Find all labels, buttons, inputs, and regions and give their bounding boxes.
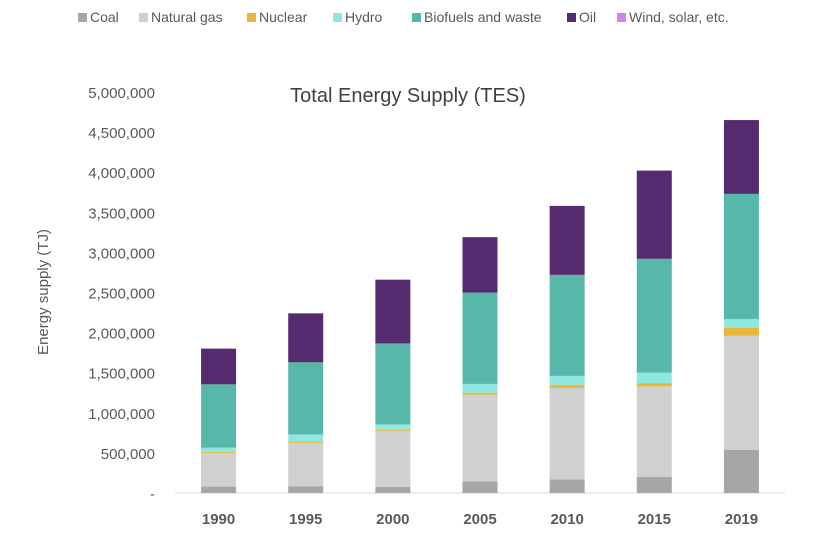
bar-segment: [375, 429, 411, 431]
x-axis-ticks: 1990 1995 2000 2005 2010 2015 2019: [202, 511, 758, 528]
legend-item: Natural gas: [139, 9, 223, 25]
y-tick-label: 500,000: [101, 446, 155, 463]
y-axis-ticks: - 500,000 1,000,000 1,500,000 2,000,000 2,500…: [88, 85, 155, 503]
bar-segment: [462, 383, 498, 393]
legend-swatch: [617, 13, 626, 22]
y-tick-label: 5,000,000: [88, 85, 155, 102]
bar-segment: [288, 313, 324, 363]
y-tick-label: 3,500,000: [88, 205, 155, 222]
bar-segment: [375, 430, 411, 487]
bar-segment: [723, 449, 759, 493]
legend-label: Coal: [90, 9, 119, 25]
bar-segment: [201, 451, 237, 453]
bar-segment: [549, 205, 585, 275]
legend-item: Wind, solar, etc.: [617, 9, 729, 25]
bar-stack-1995: [288, 313, 324, 493]
legend-item: Biofuels and waste: [412, 9, 542, 25]
legend: Coal Natural gas Nuclear Hydro Biofuels and …: [78, 9, 729, 25]
x-tick-label: 2000: [376, 511, 409, 528]
x-tick-label: 2005: [463, 511, 496, 528]
bar-segment: [288, 441, 324, 443]
bar-segment: [375, 343, 411, 425]
bar-segment: [201, 384, 237, 448]
legend-item: Hydro: [333, 9, 383, 25]
legend-label: Nuclear: [259, 9, 308, 25]
bar-segment: [636, 386, 672, 477]
legend-label: Hydro: [345, 9, 383, 25]
x-tick-label: 1990: [202, 511, 235, 528]
legend-swatch: [78, 13, 87, 22]
bar-stack-2010: [549, 205, 585, 493]
bar-segment: [723, 335, 759, 450]
legend-item: Oil: [567, 9, 596, 25]
bar-segment: [375, 486, 411, 493]
bar-segment: [288, 434, 324, 442]
bar-segment: [636, 383, 672, 387]
bar-segment: [288, 486, 324, 493]
bar-segment: [723, 327, 759, 336]
bar-segment: [462, 237, 498, 293]
bar-segment: [723, 120, 759, 194]
bar-segment: [201, 452, 237, 487]
bar-stack-2015: [636, 170, 672, 493]
bar-segment: [636, 372, 672, 384]
y-axis-label: Energy supply (TJ): [35, 229, 52, 355]
legend-label: Oil: [579, 9, 596, 25]
legend-item: Nuclear: [247, 9, 308, 25]
bar-stack-2019: [723, 120, 759, 493]
bar-segment: [636, 170, 672, 259]
bar-segment: [462, 292, 498, 384]
legend-swatch: [139, 13, 148, 22]
y-tick-label: 3,000,000: [88, 245, 155, 262]
legend-label: Biofuels and waste: [424, 9, 542, 25]
y-tick-label: 1,500,000: [88, 366, 155, 383]
y-tick-label: 2,500,000: [88, 286, 155, 303]
y-tick-label: 2,000,000: [88, 326, 155, 343]
bar-segment: [462, 394, 498, 482]
bar-segment: [462, 481, 498, 493]
y-tick-label: -: [150, 486, 155, 503]
legend-label: Natural gas: [151, 9, 223, 25]
bar-segment: [549, 387, 585, 480]
bar-segment: [201, 486, 237, 493]
bar-segment: [636, 258, 672, 373]
bar-segment: [288, 362, 324, 435]
bar-segment: [549, 479, 585, 493]
bar-segment: [201, 447, 237, 452]
chart-title: Total Energy Supply (TES): [290, 85, 526, 107]
bar-segment: [375, 424, 411, 430]
y-tick-label: 4,500,000: [88, 125, 155, 142]
bar-segment: [288, 442, 324, 487]
legend-swatch: [333, 13, 342, 22]
bars: [201, 120, 759, 493]
bar-stack-1990: [201, 348, 237, 493]
bar-segment: [636, 476, 672, 493]
legend-swatch: [567, 13, 576, 22]
x-tick-label: 2010: [550, 511, 583, 528]
bar-stack-2000: [375, 279, 411, 493]
legend-item: Coal: [78, 9, 119, 25]
y-tick-label: 1,000,000: [88, 406, 155, 423]
bar-stack-2005: [462, 237, 498, 493]
legend-swatch: [247, 13, 256, 22]
legend-swatch: [412, 13, 421, 22]
x-tick-label: 2015: [638, 511, 671, 528]
bar-segment: [549, 375, 585, 385]
bar-segment: [723, 318, 759, 328]
y-tick-label: 4,000,000: [88, 165, 155, 182]
bar-segment: [462, 392, 498, 395]
x-tick-label: 1995: [289, 511, 322, 528]
x-tick-label: 2019: [725, 511, 758, 528]
bar-segment: [201, 348, 237, 385]
bar-segment: [549, 384, 585, 388]
bar-segment: [375, 279, 411, 344]
legend-label: Wind, solar, etc.: [629, 9, 729, 25]
bar-segment: [549, 274, 585, 376]
bar-segment: [723, 193, 759, 319]
